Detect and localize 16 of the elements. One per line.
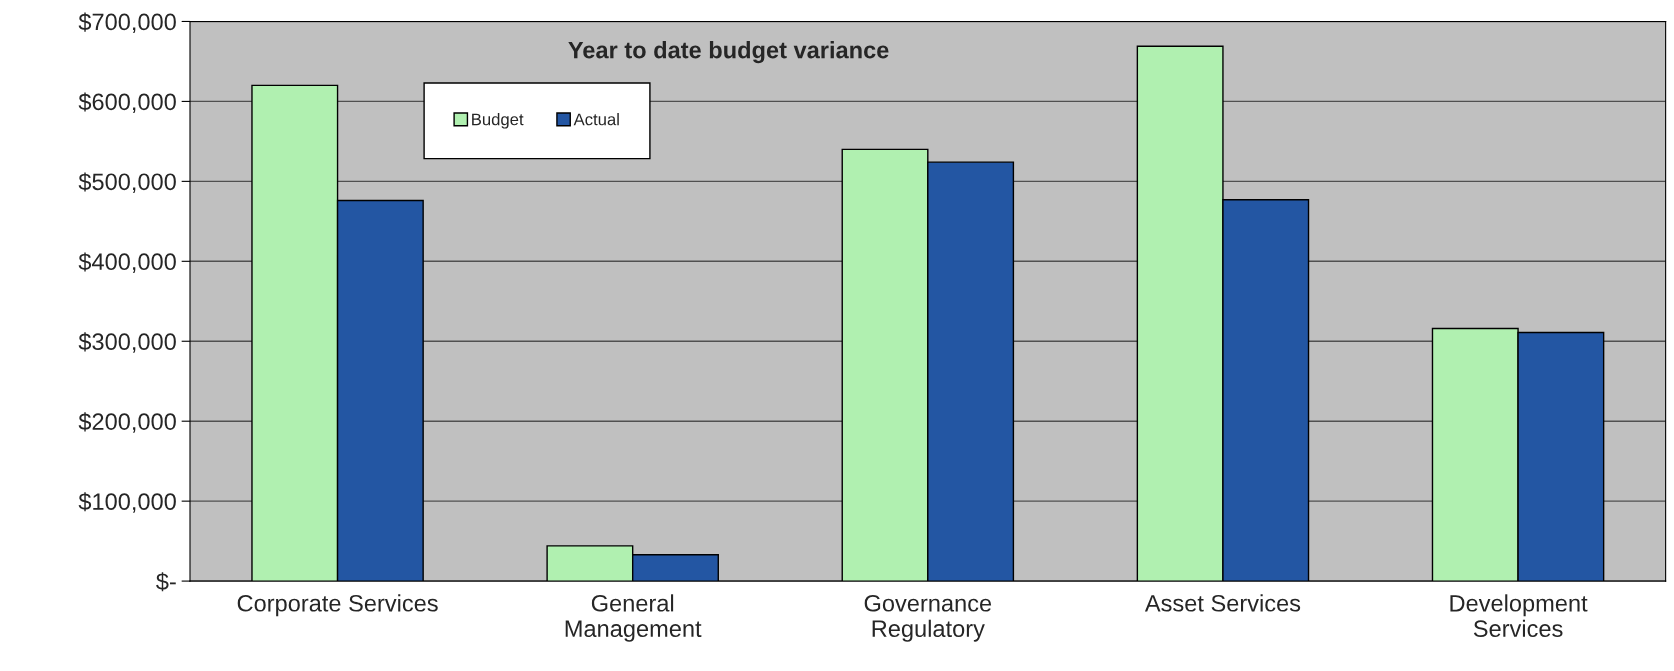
x-tick-label: Development Services bbox=[1450, 594, 1588, 638]
y-tick-label: $300,000 bbox=[78, 332, 176, 353]
y-tick-label: $100,000 bbox=[78, 492, 176, 513]
legend-label: Budget bbox=[472, 113, 524, 129]
y-tick-label: $500,000 bbox=[78, 172, 176, 193]
y-tick-label: $200,000 bbox=[78, 412, 176, 433]
y-tick-label: $- bbox=[156, 572, 176, 592]
x-tick-label: General Management bbox=[565, 594, 702, 642]
legend-label: Actual bbox=[573, 113, 619, 126]
x-tick-label: Corporate Services bbox=[237, 594, 438, 617]
x-tick-label: Asset Services bbox=[1144, 594, 1301, 612]
y-tick-label: $700,000 bbox=[78, 12, 176, 34]
text: Year to date budget variance bbox=[568, 41, 889, 64]
y-tick-label: $400,000 bbox=[78, 252, 176, 273]
x-tick-label: Governance Regulatory bbox=[864, 594, 992, 642]
y-tick-label: $600,000 bbox=[78, 92, 176, 113]
